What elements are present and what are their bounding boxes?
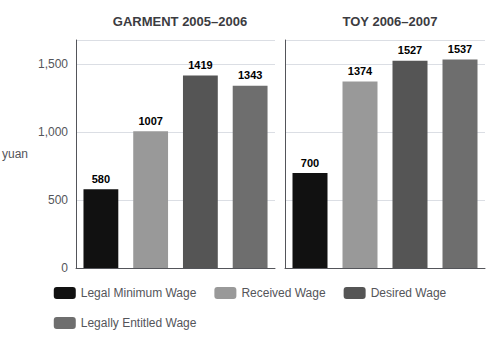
- svg-text:1374: 1374: [348, 65, 373, 77]
- svg-text:Received Wage: Received Wage: [241, 286, 326, 300]
- svg-text:TOY 2006–2007: TOY 2006–2007: [343, 14, 438, 29]
- svg-text:700: 700: [301, 157, 319, 169]
- svg-text:1,000: 1,000: [38, 125, 68, 139]
- svg-text:0: 0: [61, 261, 68, 275]
- svg-text:1,500: 1,500: [38, 57, 68, 71]
- svg-text:Desired Wage: Desired Wage: [371, 286, 447, 300]
- svg-text:1537: 1537: [448, 43, 472, 55]
- svg-text:1007: 1007: [138, 115, 162, 127]
- svg-text:500: 500: [48, 193, 68, 207]
- svg-text:1419: 1419: [188, 59, 212, 71]
- svg-text:1343: 1343: [238, 69, 262, 81]
- svg-text:Legally Entitled Wage: Legally Entitled Wage: [81, 316, 197, 330]
- svg-text:580: 580: [92, 173, 110, 185]
- svg-text:yuan: yuan: [2, 147, 28, 161]
- svg-text:1527: 1527: [398, 44, 422, 56]
- svg-text:Legal Minimum Wage: Legal Minimum Wage: [81, 286, 197, 300]
- svg-text:GARMENT 2005–2006: GARMENT 2005–2006: [113, 14, 247, 29]
